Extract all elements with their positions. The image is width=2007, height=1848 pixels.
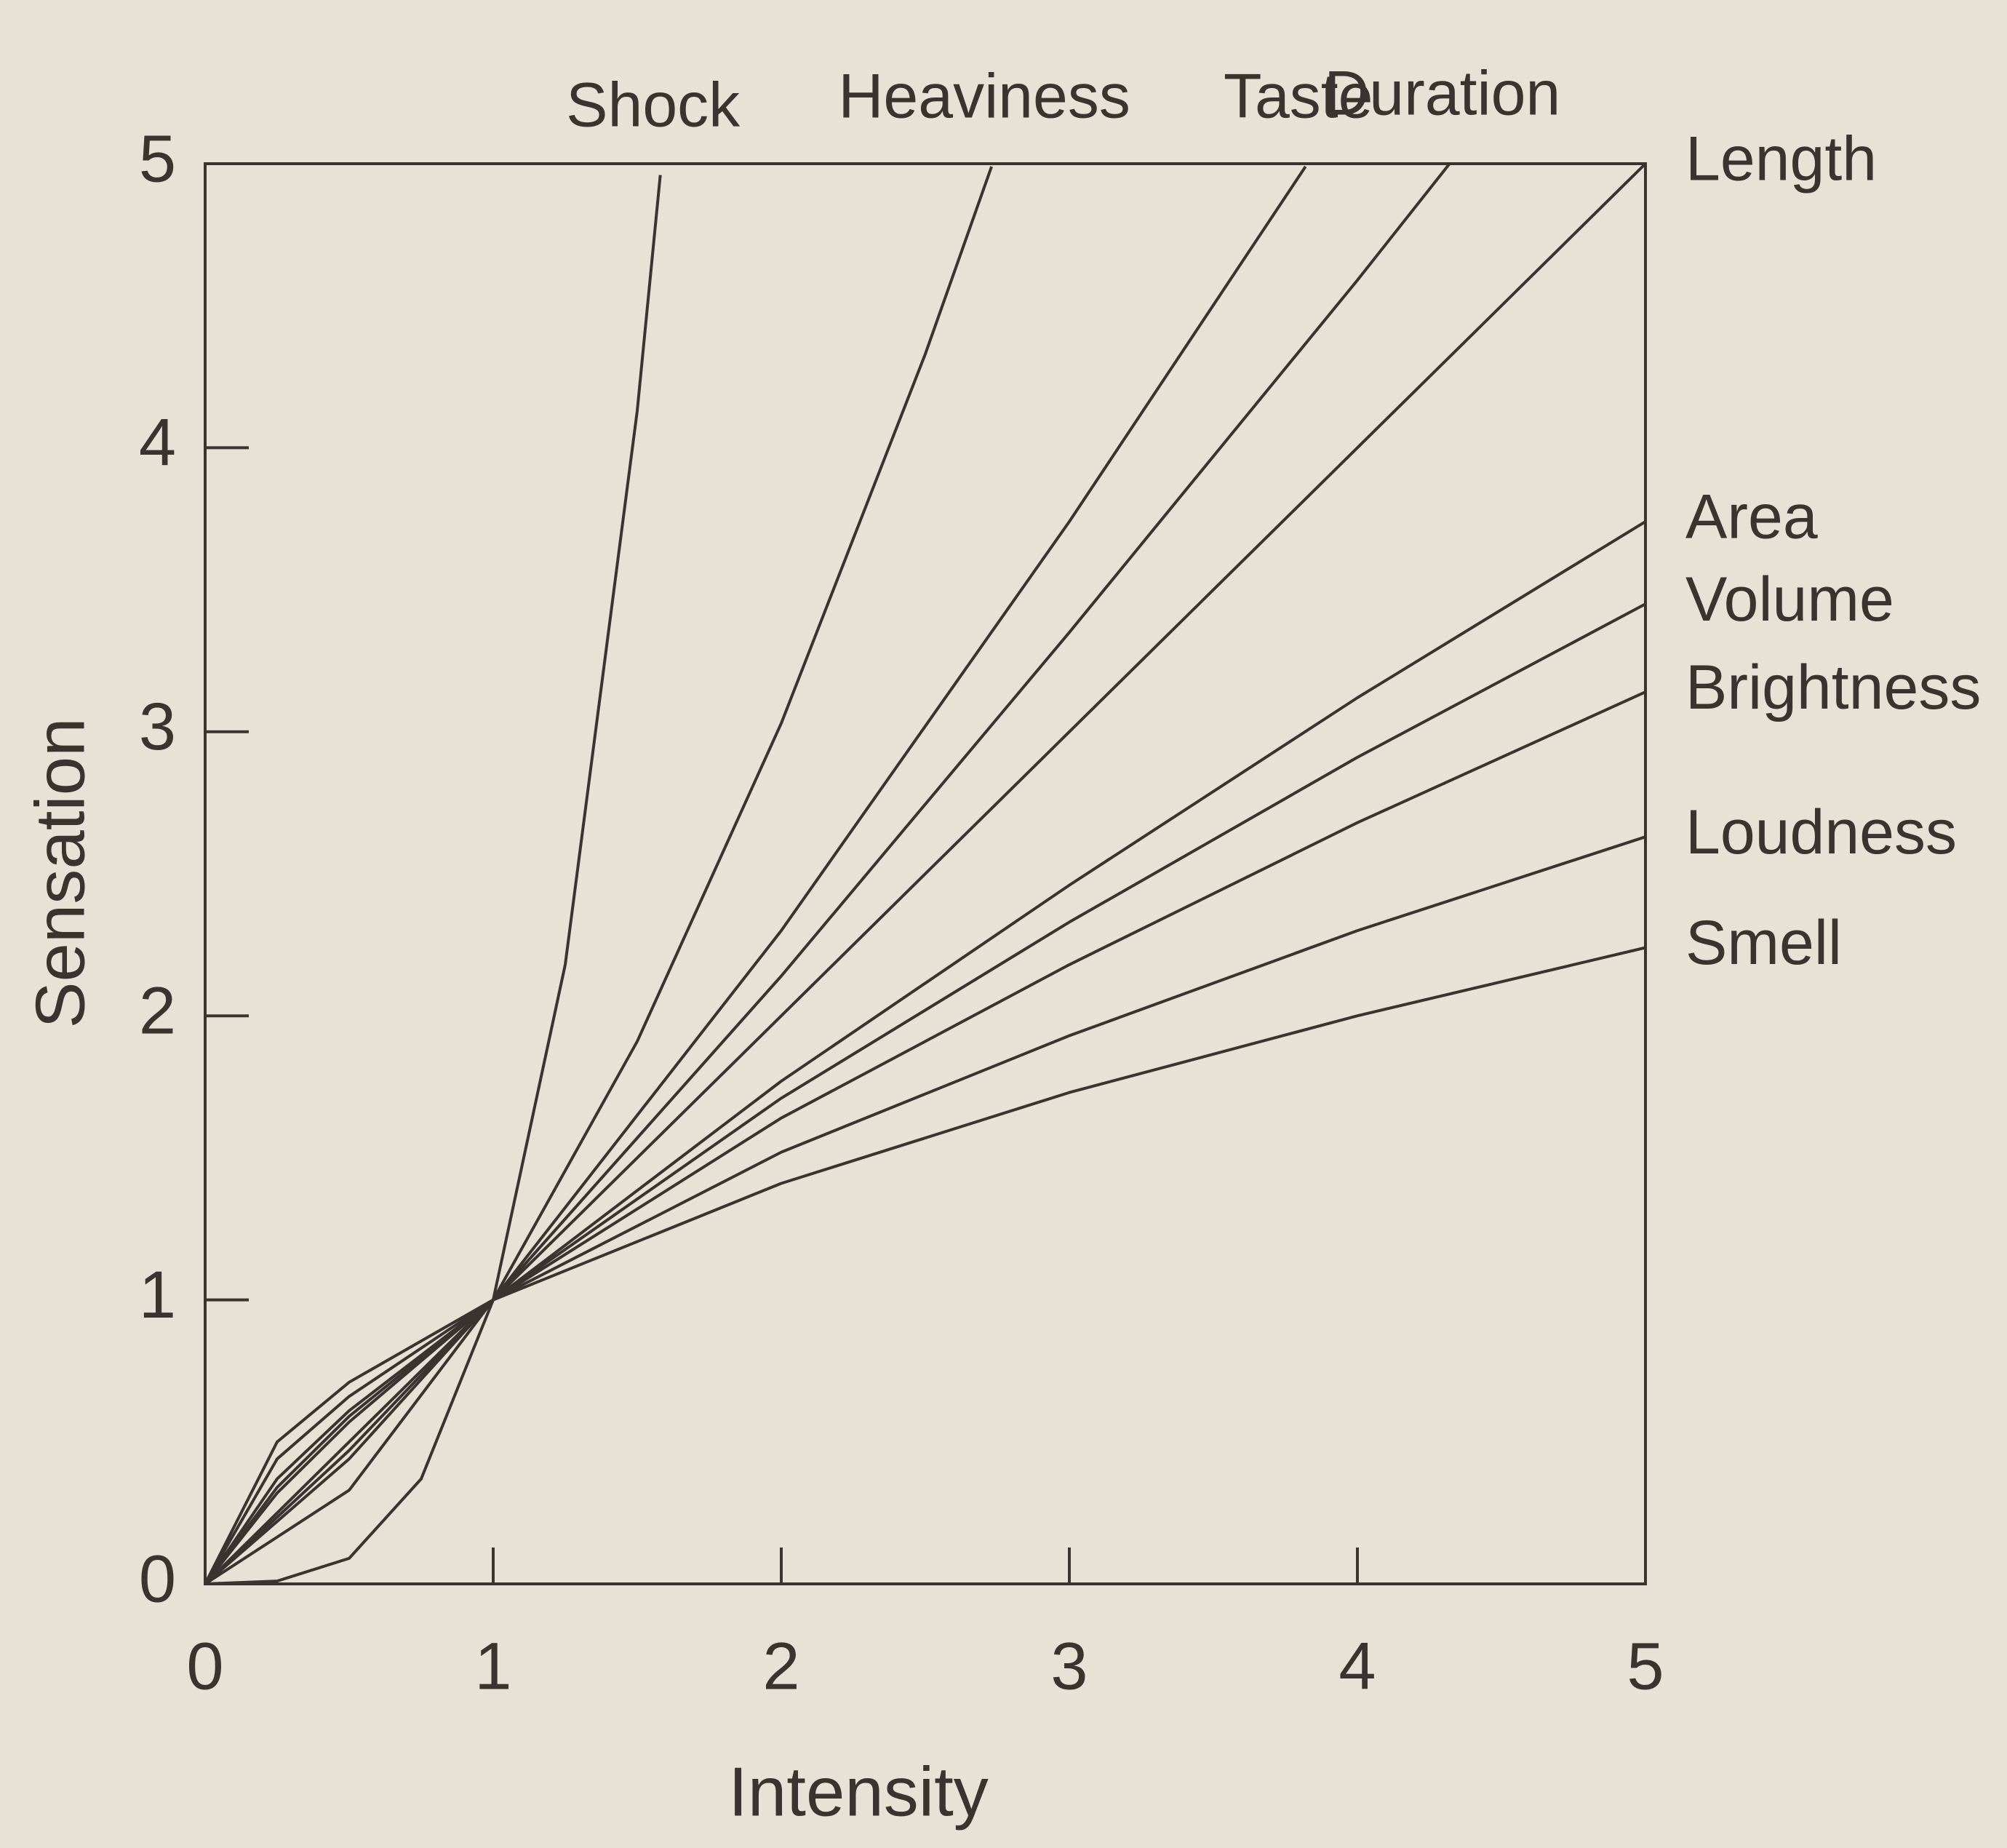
series-line bbox=[204, 165, 1307, 1585]
series-label: Length bbox=[1685, 124, 1877, 194]
series-label: Shock bbox=[566, 70, 741, 140]
series-label: Duration bbox=[1324, 59, 1560, 129]
series-label: Taste bbox=[1224, 62, 1373, 132]
plot-frame bbox=[204, 162, 1647, 1585]
y-tick-label: 0 bbox=[139, 1542, 176, 1616]
series-line bbox=[204, 690, 1646, 1585]
series-label: Loudness bbox=[1685, 797, 1957, 867]
series-label: Volume bbox=[1685, 565, 1894, 634]
y-tick-label: 4 bbox=[139, 406, 176, 480]
series-line bbox=[204, 162, 1647, 1585]
x-tick-label: 0 bbox=[186, 1629, 223, 1703]
y-tick-label: 5 bbox=[139, 122, 176, 196]
series-label: Brightness bbox=[1685, 653, 1981, 722]
series-line bbox=[204, 166, 993, 1585]
x-tick-label: 1 bbox=[474, 1629, 511, 1703]
x-tick-label: 3 bbox=[1050, 1629, 1088, 1703]
series-label: Heaviness bbox=[838, 62, 1130, 132]
x-tick-label: 4 bbox=[1338, 1629, 1376, 1703]
series-label: Smell bbox=[1685, 908, 1842, 978]
y-axis-label: Sensation bbox=[21, 718, 99, 1029]
series-line bbox=[204, 162, 1451, 1585]
series-line bbox=[204, 175, 662, 1585]
x-tick-label: 2 bbox=[762, 1629, 799, 1703]
y-tick-label: 3 bbox=[139, 690, 176, 764]
series-line bbox=[204, 602, 1646, 1585]
series-line bbox=[204, 835, 1646, 1585]
y-tick-label: 1 bbox=[139, 1258, 176, 1332]
series-label: Area bbox=[1685, 482, 1818, 552]
series-line bbox=[204, 946, 1646, 1585]
x-tick-label: 5 bbox=[1627, 1629, 1664, 1703]
series-line bbox=[204, 520, 1647, 1585]
x-axis-label: Intensity bbox=[728, 1753, 989, 1831]
y-tick-label: 2 bbox=[139, 973, 176, 1048]
